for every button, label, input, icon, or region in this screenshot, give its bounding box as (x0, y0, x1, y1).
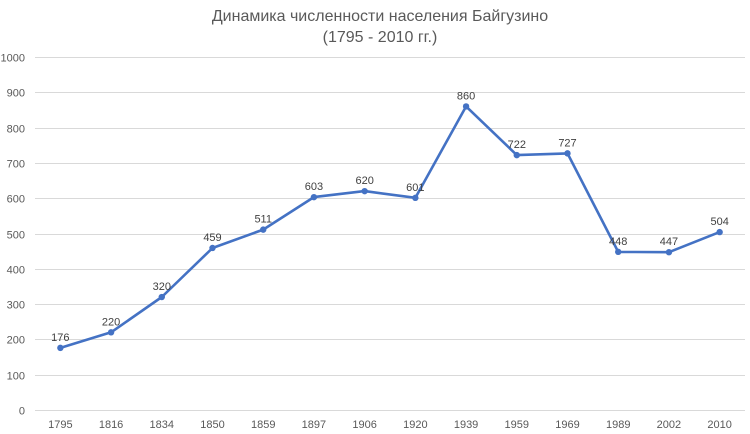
x-tick-label: 1795 (48, 419, 72, 431)
y-tick-label: 1000 (1, 53, 25, 65)
y-axis-ticks: 0 100 200 300 400 500 600 700 800 900 1000 (1, 53, 25, 418)
series-line (57, 103, 723, 352)
y-tick-label: 500 (7, 230, 25, 242)
x-tick-label: 1959 (505, 419, 529, 431)
data-label: 176 (51, 332, 69, 344)
y-tick-label: 400 (7, 265, 25, 277)
data-point (615, 248, 622, 256)
data-label: 447 (660, 236, 678, 248)
data-point (107, 329, 115, 336)
x-tick-label: 1859 (251, 419, 275, 431)
chart-subtitle: (1795 - 2010 гг.) (323, 29, 438, 46)
x-axis-ticks: 1795 1816 1834 1850 1859 1897 1906 1920 1939 1959… (48, 419, 732, 431)
data-label: 511 (254, 214, 272, 226)
x-tick-label: 1969 (555, 419, 579, 431)
x-tick-label: 1920 (403, 419, 427, 431)
data-point (260, 226, 267, 233)
data-point (310, 193, 318, 201)
data-label: 860 (457, 90, 475, 102)
data-label: 601 (406, 182, 424, 194)
data-point (716, 228, 723, 236)
x-tick-label: 1816 (99, 419, 123, 431)
data-point (57, 344, 64, 352)
x-tick-label: 1834 (150, 419, 174, 431)
data-point (564, 150, 571, 157)
data-label: 504 (710, 216, 728, 228)
x-tick-label: 1897 (302, 419, 326, 431)
data-label: 320 (153, 281, 171, 293)
data-label: 727 (558, 137, 576, 149)
data-point (462, 103, 470, 110)
data-point (209, 244, 216, 252)
data-labels: 176 220 320 459 511 603 620 601 860 722 727 448 447 5… (51, 90, 729, 343)
x-tick-label: 2010 (707, 419, 731, 431)
chart-title: Динамика численности населения Байгузино (212, 8, 548, 25)
data-label: 722 (508, 139, 526, 151)
x-tick-label: 1850 (200, 419, 224, 431)
y-tick-label: 700 (7, 159, 25, 171)
y-tick-label: 900 (7, 88, 25, 100)
y-tick-label: 300 (7, 300, 25, 312)
y-tick-label: 200 (7, 335, 25, 347)
data-point (412, 194, 419, 202)
x-tick-label: 1989 (606, 419, 630, 431)
y-tick-label: 600 (7, 194, 25, 206)
data-point (513, 151, 520, 159)
x-tick-label: 1906 (352, 419, 376, 431)
data-point (361, 187, 368, 195)
gridlines (35, 57, 745, 411)
data-label: 603 (305, 181, 323, 193)
data-label: 459 (203, 232, 221, 244)
data-label: 220 (102, 316, 120, 328)
y-tick-label: 100 (7, 371, 25, 383)
y-tick-label: 0 (19, 406, 25, 418)
y-tick-label: 800 (7, 124, 25, 136)
x-tick-label: 1939 (454, 419, 478, 431)
series-polyline (60, 105, 721, 350)
data-label: 620 (355, 175, 373, 187)
x-tick-label: 2002 (657, 419, 681, 431)
data-point (158, 293, 165, 301)
data-point (665, 249, 673, 256)
data-label: 448 (609, 236, 627, 248)
